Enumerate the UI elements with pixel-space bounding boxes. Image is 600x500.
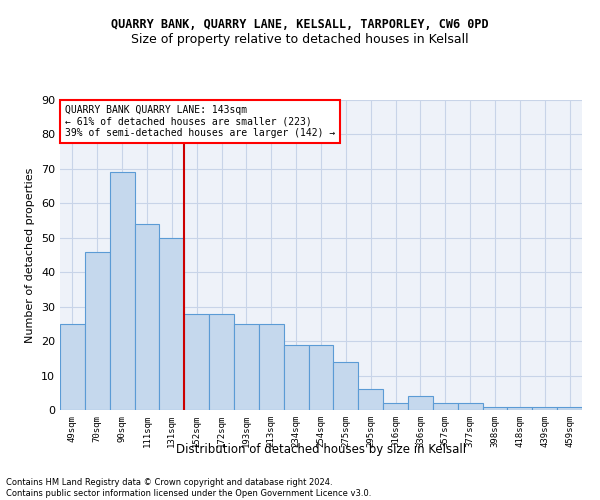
Text: Distribution of detached houses by size in Kelsall: Distribution of detached houses by size … (176, 442, 466, 456)
Bar (209, 314, 234, 410)
Text: Contains HM Land Registry data © Crown copyright and database right 2024.
Contai: Contains HM Land Registry data © Crown c… (6, 478, 371, 498)
Bar (308, 344, 334, 410)
Bar (85, 252, 110, 410)
Text: Size of property relative to detached houses in Kelsall: Size of property relative to detached ho… (131, 32, 469, 46)
Bar (458, 403, 482, 410)
Bar (259, 324, 284, 410)
Bar (508, 406, 532, 410)
Bar (184, 314, 209, 410)
Bar (532, 406, 557, 410)
Bar (284, 344, 308, 410)
Text: QUARRY BANK QUARRY LANE: 143sqm
← 61% of detached houses are smaller (223)
39% o: QUARRY BANK QUARRY LANE: 143sqm ← 61% of… (65, 104, 335, 138)
Bar (334, 362, 358, 410)
Bar (383, 403, 408, 410)
Y-axis label: Number of detached properties: Number of detached properties (25, 168, 35, 342)
Text: QUARRY BANK, QUARRY LANE, KELSALL, TARPORLEY, CW6 0PD: QUARRY BANK, QUARRY LANE, KELSALL, TARPO… (111, 18, 489, 30)
Bar (60, 324, 85, 410)
Bar (557, 406, 582, 410)
Bar (234, 324, 259, 410)
Bar (110, 172, 134, 410)
Bar (482, 406, 508, 410)
Bar (134, 224, 160, 410)
Bar (433, 403, 458, 410)
Bar (358, 390, 383, 410)
Bar (408, 396, 433, 410)
Bar (160, 238, 184, 410)
